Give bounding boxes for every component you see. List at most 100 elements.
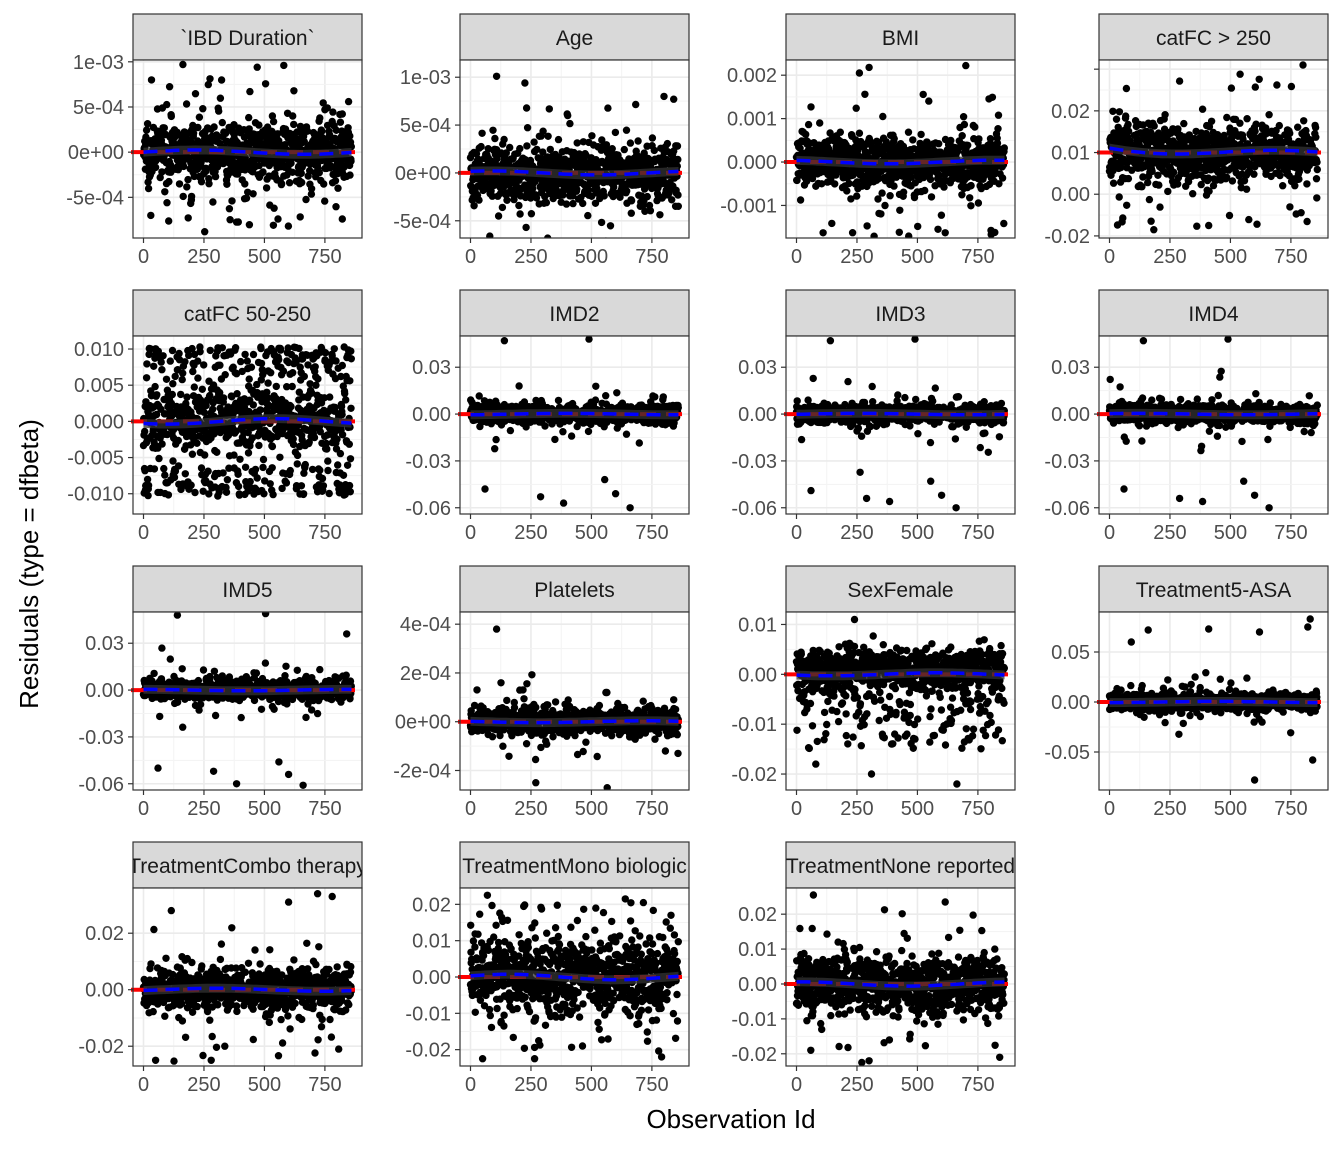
data-point (282, 479, 291, 487)
data-point (1286, 203, 1294, 211)
facet-panel: catFC 50-250-0.010-0.0050.0000.0050.0100… (67, 289, 364, 544)
data-point (491, 134, 499, 143)
data-point (229, 363, 237, 371)
data-point (298, 178, 306, 187)
y-tick-label: 0.002 (727, 65, 777, 87)
data-point (211, 172, 220, 181)
data-point (995, 180, 1003, 188)
data-point (213, 448, 221, 456)
data-point (1207, 117, 1216, 126)
data-point (967, 202, 975, 210)
data-point (650, 146, 658, 155)
data-point (964, 141, 972, 149)
data-point (184, 214, 192, 222)
data-point (600, 192, 608, 200)
data-point (144, 491, 152, 500)
data-point (155, 454, 163, 463)
data-point (346, 455, 355, 463)
data-point (1148, 167, 1156, 176)
data-point (157, 358, 165, 366)
outlier-point (338, 215, 346, 223)
data-point (337, 372, 345, 381)
x-tick-label: 0 (138, 246, 149, 268)
data-point (216, 139, 224, 147)
data-point (216, 361, 224, 369)
x-tick-label: 250 (187, 522, 220, 544)
data-point (1123, 201, 1131, 209)
data-point (470, 202, 478, 210)
data-point (303, 127, 312, 135)
y-tick-label: 0.02 (1051, 101, 1090, 123)
data-point (230, 451, 238, 459)
data-point (146, 345, 155, 353)
outlier-point (865, 63, 873, 72)
data-point (910, 193, 919, 202)
data-point (241, 463, 250, 471)
data-point (878, 189, 886, 197)
data-point (338, 110, 346, 118)
data-point (249, 350, 258, 359)
x-tick-label: 500 (1214, 246, 1247, 268)
data-point (674, 191, 682, 199)
data-point (189, 129, 198, 137)
data-point (205, 180, 213, 188)
data-point (272, 382, 280, 391)
x-tick-label: 0 (791, 246, 802, 268)
data-point (909, 136, 917, 144)
data-point (1124, 120, 1132, 129)
data-point (150, 362, 158, 370)
data-point (289, 369, 297, 377)
data-point (174, 436, 182, 445)
data-point (196, 348, 204, 356)
data-point (986, 135, 995, 143)
y-tick-label: -5e-04 (66, 187, 124, 209)
data-point (523, 142, 531, 150)
data-point (210, 123, 218, 131)
data-point (167, 112, 175, 121)
data-point (516, 144, 524, 153)
data-point (919, 90, 927, 99)
data-point (847, 195, 855, 203)
data-point (163, 100, 171, 109)
data-point (261, 80, 270, 88)
data-point (620, 145, 628, 154)
data-point (1197, 180, 1205, 189)
data-point (319, 482, 328, 490)
outlier-point (253, 63, 261, 71)
data-point (346, 488, 354, 496)
data-point (347, 347, 355, 355)
data-point (1109, 107, 1117, 116)
data-point (284, 344, 292, 352)
data-point (283, 383, 291, 391)
data-point (510, 195, 518, 204)
data-point (960, 120, 969, 129)
data-point (158, 440, 166, 448)
data-point (223, 180, 231, 188)
data-point (1303, 180, 1311, 188)
x-tick-label: 750 (1274, 246, 1307, 268)
data-point (527, 210, 536, 218)
data-point (522, 223, 530, 232)
data-point (268, 112, 277, 120)
data-point (1286, 129, 1294, 138)
data-point (477, 142, 485, 151)
data-point (248, 434, 256, 442)
data-point (275, 356, 283, 364)
outlier-point (492, 72, 501, 81)
y-tick-label: 5e-04 (73, 97, 124, 119)
data-point (937, 211, 946, 219)
data-point (622, 126, 631, 134)
data-point (843, 187, 851, 195)
data-point (848, 229, 857, 237)
outlier-point (1205, 221, 1213, 230)
data-point (1204, 174, 1213, 182)
data-point (185, 351, 193, 360)
x-tick-label: 750 (308, 522, 341, 544)
data-point (160, 464, 168, 473)
data-point (325, 489, 333, 498)
facet-label: BMI (882, 27, 919, 50)
facet-label: catFC > 250 (1156, 27, 1271, 50)
data-point (147, 76, 156, 84)
data-point (1119, 214, 1127, 222)
